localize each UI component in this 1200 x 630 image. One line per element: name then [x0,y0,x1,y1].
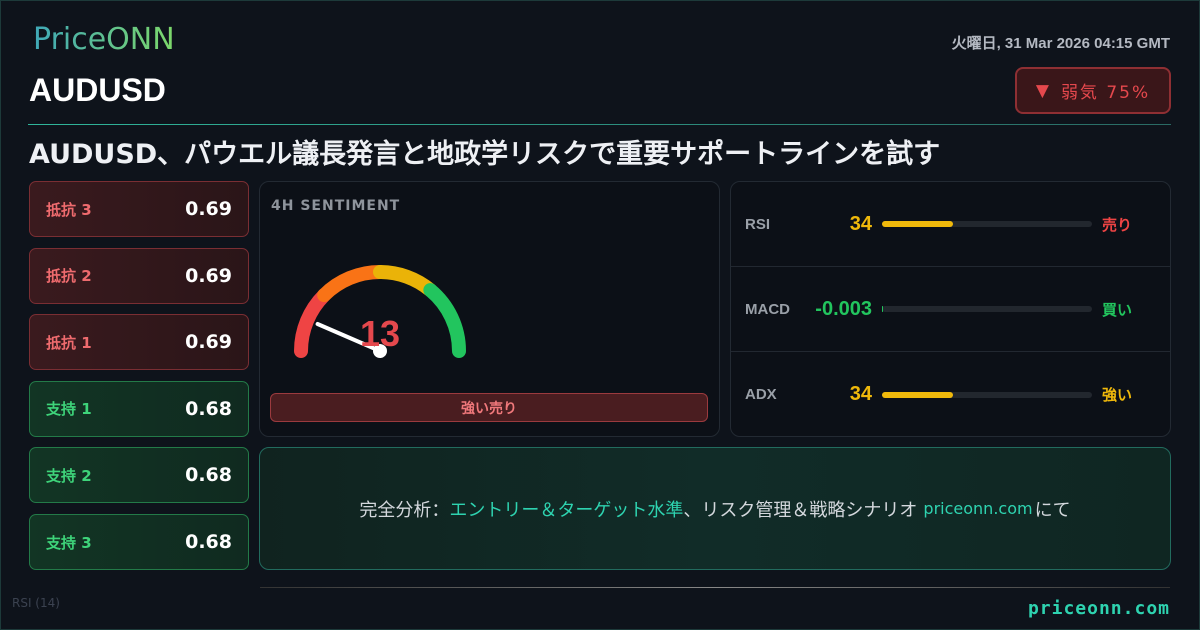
indicator-value: 34 [849,212,872,235]
sentiment-panel: 4H SENTIMENT 13 強い売り [259,181,720,437]
level-resistance: 抵抗 1 0.69 [29,314,249,371]
level-label: 抵抗 1 [46,333,92,352]
indicator-value: -0.003 [815,297,872,320]
indicator-name: RSI [745,215,771,233]
sentiment-badge: ▼ 弱気 75% [1015,67,1171,114]
indicator-bar-fill [882,391,954,398]
footer-divider [260,587,1170,588]
cta-prefix: 完全分析： [359,499,450,521]
gauge-value: 13 [360,313,400,354]
indicator-row-rsi: RSI 34 売り [731,182,1170,267]
level-label: 抵抗 2 [46,267,92,286]
footer-site-link[interactable]: priceonn.com [1027,598,1170,619]
level-value: 0.69 [185,331,232,354]
level-value: 0.68 [185,397,232,420]
symbol-title: AUDUSD [29,72,166,108]
gauge-segment [317,265,387,303]
level-value: 0.68 [185,531,232,553]
cta-banner[interactable]: 完全分析： エントリー＆ターゲット水準 、リスク管理＆戦略シナリオ priceo… [259,447,1171,570]
indicator-bar-fill [882,306,884,312]
level-support: 支持 2 0.68 [29,447,249,504]
level-label: 支持 1 [46,400,92,419]
indicator-bar-fill [882,221,954,227]
indicator-signal: 買い [1102,301,1133,319]
indicator-row-adx: ADX 34 強い [731,352,1170,437]
brand-logo: PriceONN [33,22,175,57]
badge-label: 弱気 75% [1060,83,1151,103]
headline: AUDUSD、パウエル議長発言と地政学リスクで重要サポートラインを試す [29,139,941,170]
triangle-down-icon: ▼ [1035,80,1051,101]
level-label: 抵抗 3 [46,200,92,219]
sentiment-title: 4H SENTIMENT [271,198,401,214]
indicator-value: 34 [849,383,872,405]
level-resistance: 抵抗 3 0.69 [29,181,249,237]
level-value: 0.69 [185,198,232,220]
sentiment-gauge: 13 [294,265,466,358]
background-chart-label: RSI (14) [12,596,60,610]
indicator-signal: 強い [1102,387,1133,404]
level-support: 支持 1 0.68 [29,380,249,437]
gauge-pivot [373,344,387,358]
level-label: 支持 2 [46,466,92,485]
indicator-bar [882,306,1092,312]
divider [28,124,1171,125]
indicators-panel: RSI 34 売り MACD -0.003 買い ADX 34 強い [730,181,1171,437]
indicator-signal: 売り [1102,216,1133,234]
cta-site-link[interactable]: priceonn.com [923,499,1033,518]
level-label: 支持 3 [46,533,92,552]
cta-middle: 、リスク管理＆戦略シナリオ [683,499,918,521]
gauge-needle [315,321,382,353]
gauge-segment [294,288,332,358]
level-support: 支持 3 0.68 [29,514,249,570]
datetime: 火曜日, 31 Mar 2026 04:15 GMT [951,35,1170,52]
indicator-bar [882,221,1092,227]
cta-suffix: にて [1034,499,1071,521]
level-resistance: 抵抗 2 0.69 [29,247,249,304]
level-value: 0.68 [185,464,232,487]
gauge-segment [423,283,466,358]
indicator-row-macd: MACD -0.003 買い [731,267,1170,352]
indicator-bar [882,391,1092,398]
level-value: 0.69 [185,264,232,287]
indicator-name: ADX [745,386,777,403]
cta-highlight: エントリー＆ターゲット水準 [449,499,684,521]
gauge-segment [373,265,438,298]
sentiment-label: 強い売り [270,393,708,422]
indicator-name: MACD [745,300,790,318]
